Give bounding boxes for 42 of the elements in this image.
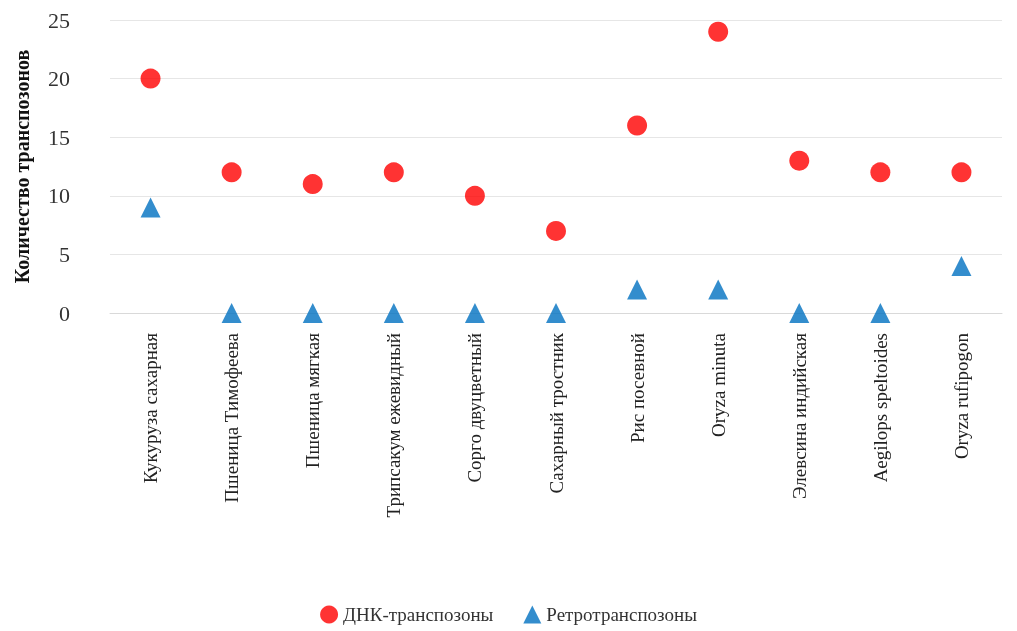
point <box>140 68 161 89</box>
x-tick-label: Элевсина индийская <box>788 332 810 499</box>
y-tick-label: 5 <box>59 241 70 267</box>
point <box>302 174 323 195</box>
point <box>708 21 729 42</box>
point <box>383 303 404 323</box>
y-axis-title: Количество транспозонов <box>11 49 34 284</box>
point <box>221 162 242 183</box>
point <box>302 303 323 323</box>
point <box>789 303 810 323</box>
point <box>708 279 729 300</box>
x-tick-label: Aegilops speltoides <box>869 333 891 483</box>
point <box>951 256 972 277</box>
x-tick-label: Сорго двуцветный <box>464 333 486 483</box>
y-tick-label: 10 <box>48 183 70 209</box>
point <box>627 279 648 300</box>
y-tick-label: 0 <box>59 300 70 326</box>
point <box>546 303 566 323</box>
x-tick-label: Трипсакум ежевидный <box>383 333 405 518</box>
x-tick-label: Рис посевной <box>626 333 648 443</box>
y-tick-label: 20 <box>48 66 70 92</box>
point <box>464 185 485 206</box>
x-tick-label: Сахарный тростник <box>545 332 567 494</box>
point <box>870 162 891 183</box>
point <box>383 162 404 183</box>
point <box>221 303 242 323</box>
point <box>951 162 972 183</box>
point <box>140 197 161 218</box>
point <box>870 303 891 323</box>
x-tick-label: Oryza minuta <box>707 332 729 437</box>
point <box>546 220 566 241</box>
x-tick-label: Oryza rufipogon <box>950 332 972 460</box>
x-tick-label: Пшеница мягкая <box>302 332 324 469</box>
x-tick-label: Пшеница Тимофеева <box>221 332 243 503</box>
point <box>789 150 810 171</box>
y-tick-label: 25 <box>48 7 70 33</box>
legend-label: Ретротранспозоны <box>546 604 698 625</box>
x-tick-label: Кукуруза сахарная <box>140 332 162 484</box>
legend-label: ДНК-транспозоны <box>343 604 494 625</box>
point <box>464 303 485 323</box>
y-tick-label: 15 <box>48 124 70 150</box>
point <box>627 115 648 136</box>
